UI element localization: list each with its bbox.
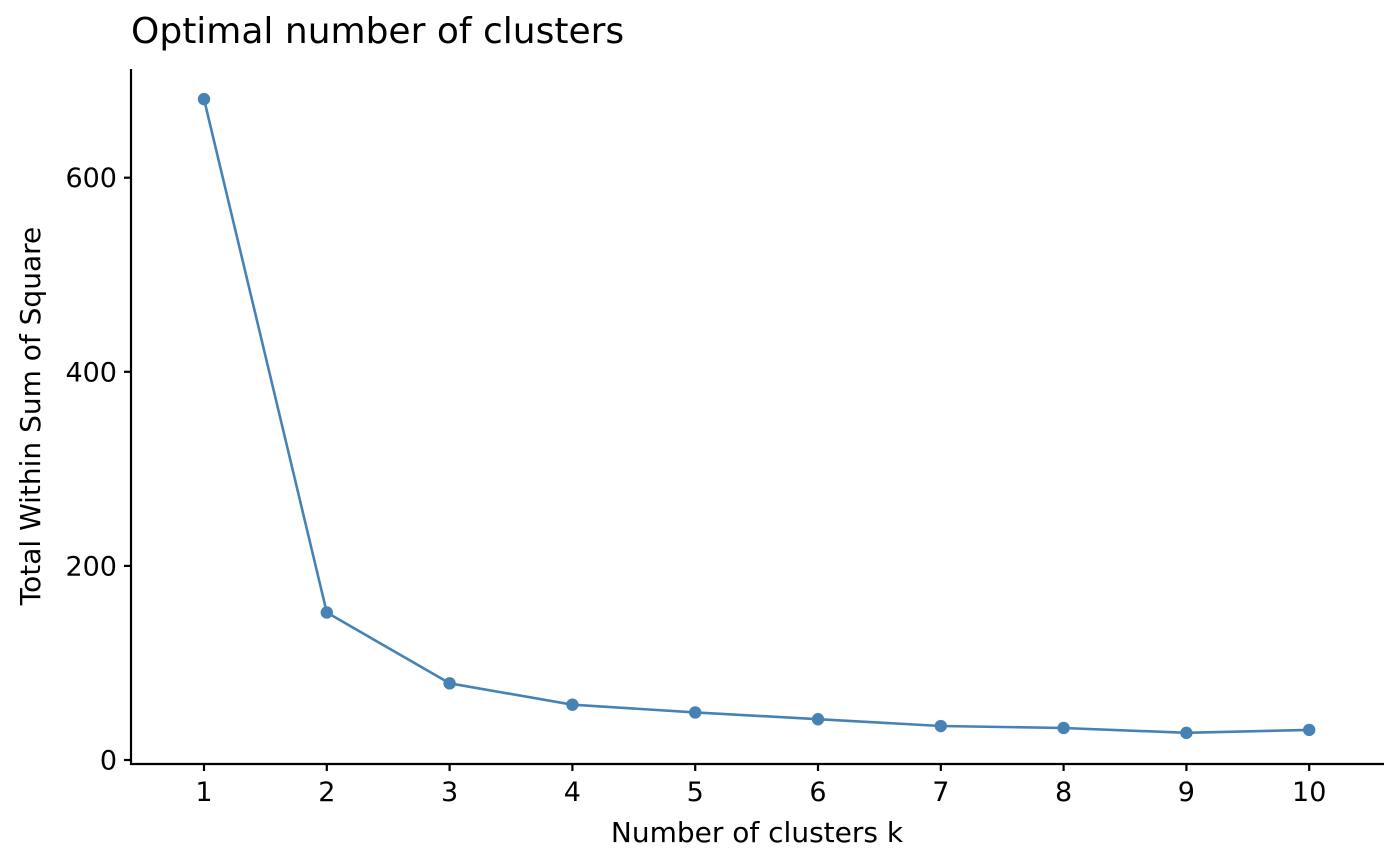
series-points [197,92,1316,740]
chart-title: Optimal number of clusters [131,11,624,52]
x-axis-title: Number of clusters k [611,816,904,849]
x-tick-label: 9 [1178,777,1195,808]
x-tick-label: 8 [1055,777,1072,808]
x-tick-label: 4 [564,777,581,808]
data-point [320,606,333,619]
y-tick-label: 600 [65,163,117,194]
x-ticks: 1 2 3 4 5 6 7 8 9 10 [195,764,1326,808]
data-point [1057,721,1070,735]
data-point [566,698,579,711]
y-tick-label: 0 [100,746,117,777]
data-point [1180,726,1193,740]
y-tick-label: 400 [65,357,117,388]
x-tick-label: 2 [318,777,335,808]
x-tick-label: 1 [195,777,212,808]
x-tick-label: 6 [809,777,826,808]
y-ticks: 0 200 400 600 [65,163,131,777]
y-axis-title: Total Within Sum of Square [14,227,47,606]
data-point [1303,723,1316,737]
data-point [811,713,825,726]
x-tick-label: 7 [932,777,949,808]
y-tick-label: 200 [65,551,117,582]
data-point [443,677,456,690]
x-tick-label: 5 [687,777,704,808]
data-point [934,719,947,733]
x-tick-label: 10 [1292,777,1326,808]
data-point [197,92,211,106]
series-line [202,98,1310,735]
x-tick-label: 3 [441,777,458,808]
axes [129,69,1384,766]
data-point [689,706,702,719]
series-layer [197,92,1316,740]
